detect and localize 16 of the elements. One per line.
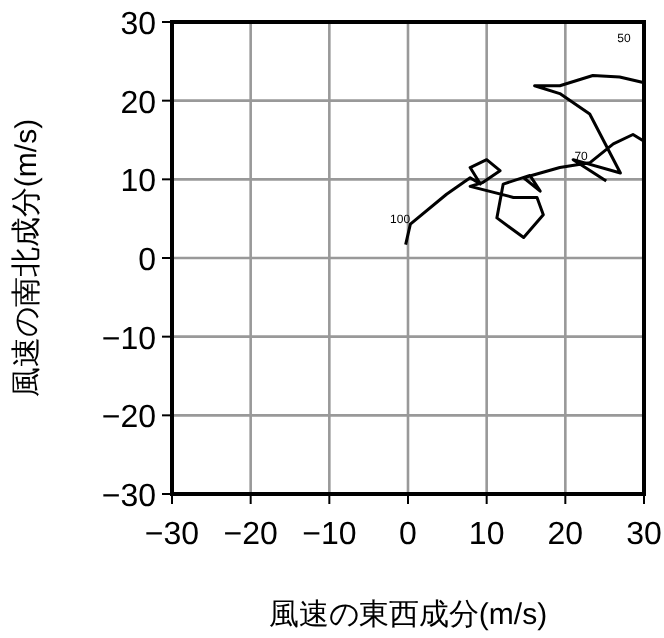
y-tick-label: −20 [101,401,157,436]
y-tick-label: 10 [120,165,157,200]
y-tick-label: 20 [120,86,157,121]
x-axis-title: 風速の東西成分(m/s) [268,598,548,632]
y-tick-label: −30 [101,480,157,514]
x-tick-label: 10 [468,518,505,552]
x-tick-label: 20 [547,518,584,552]
y-axis-title: 風速の南北成分(m/s) [10,118,44,398]
x-tick-label: 0 [399,518,418,552]
y-tick-label: −10 [101,322,157,357]
x-tick-label: −30 [144,518,200,552]
y-tick-label: 0 [138,244,157,278]
x-tick-label: −20 [223,518,279,552]
y-tick-label: 30 [120,8,157,42]
x-tick-label: −10 [302,518,357,552]
x-tick-label: 30 [626,518,662,552]
